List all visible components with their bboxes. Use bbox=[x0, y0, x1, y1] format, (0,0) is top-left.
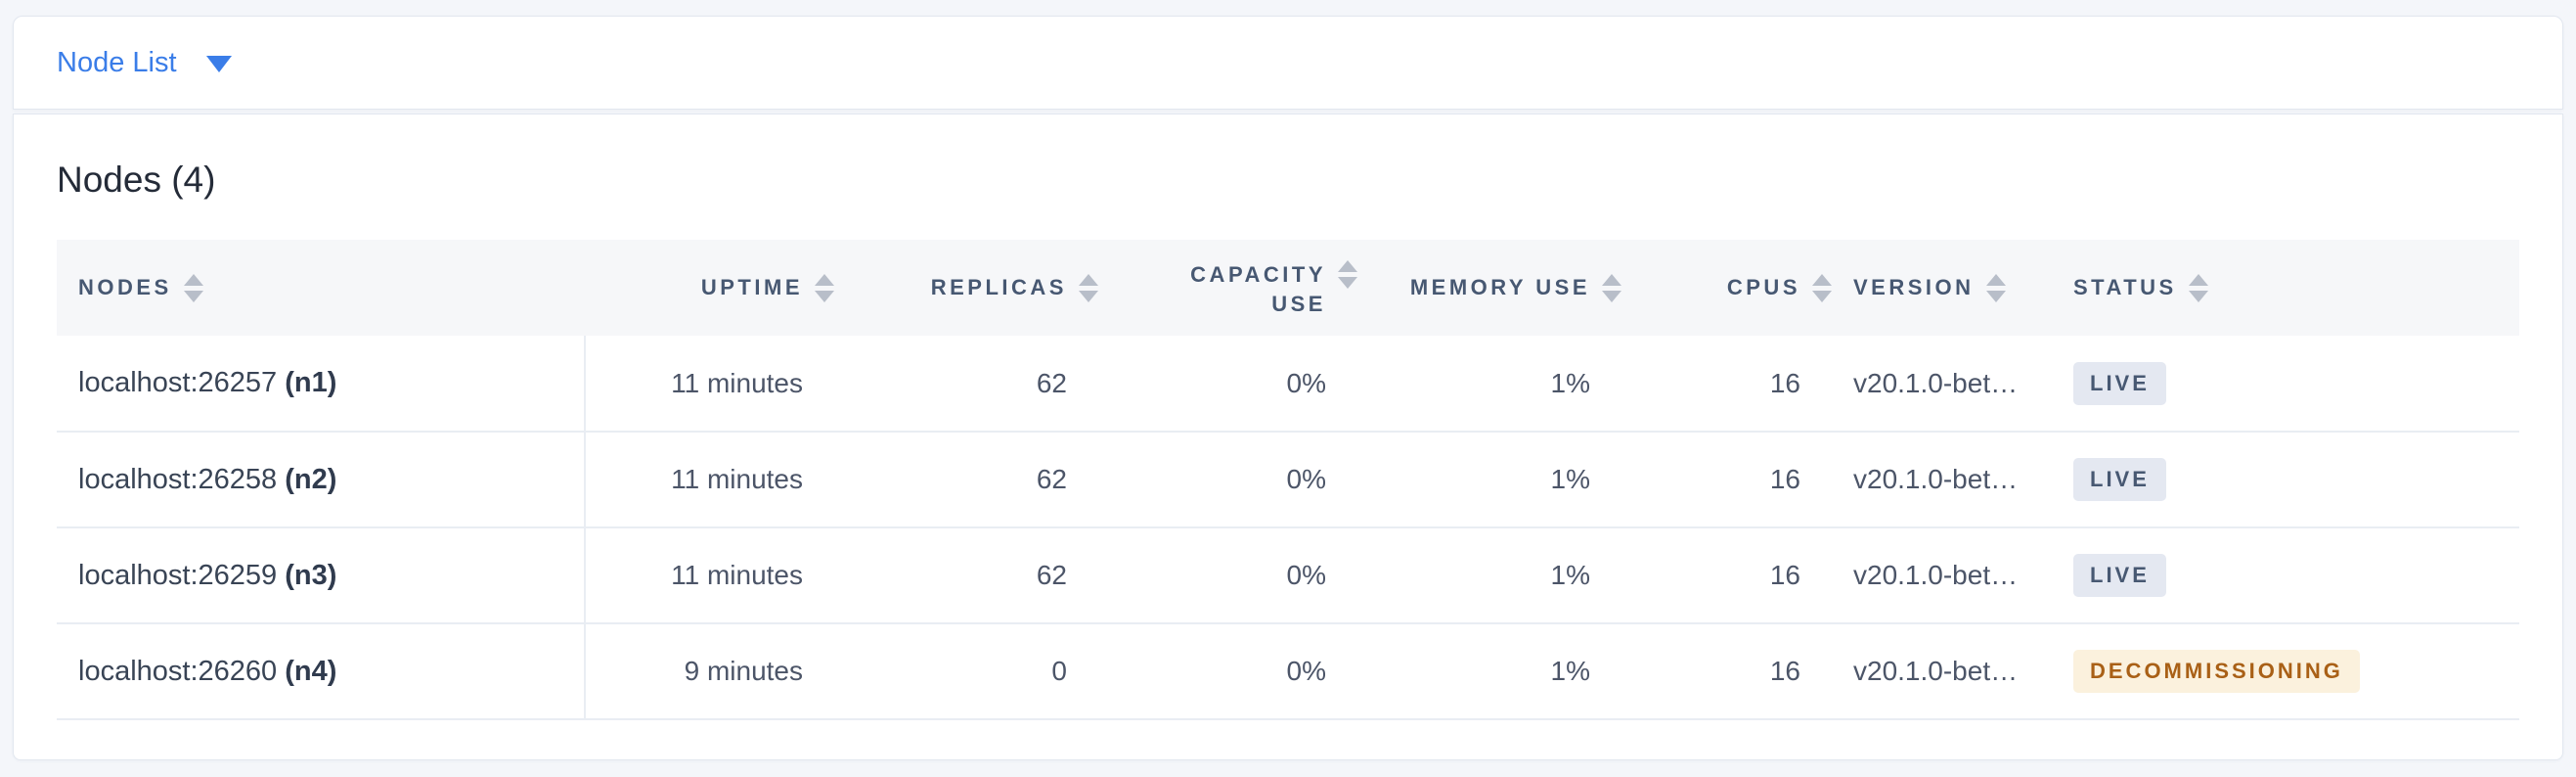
replicas-cell: 62 bbox=[834, 336, 1098, 433]
sort-icon bbox=[1079, 273, 1098, 302]
column-header-label: Nodes bbox=[78, 275, 172, 299]
status-badge: LIVE bbox=[2073, 361, 2166, 405]
nodes-panel: Nodes (4) Nodes Uptime Replicas Capacity Us… bbox=[13, 114, 2563, 760]
replicas-cell: 0 bbox=[834, 623, 1098, 720]
sort-icon bbox=[1338, 260, 1357, 289]
sort-icon bbox=[1602, 273, 1621, 302]
cpus-cell: 16 bbox=[1621, 623, 1832, 720]
node-id: (n2) bbox=[285, 463, 337, 495]
column-header-capacity_use[interactable]: Capacity Use bbox=[1098, 240, 1357, 336]
sort-icon bbox=[815, 273, 834, 302]
view-selector-bar: Node List bbox=[13, 16, 2563, 110]
capacity-use-cell: 0% bbox=[1098, 432, 1357, 528]
node-id: (n3) bbox=[285, 559, 337, 591]
node-cell: localhost:26259 (n3) bbox=[57, 527, 586, 624]
replicas-cell: 62 bbox=[834, 432, 1098, 528]
table-row: localhost:26257 (n1) 11 minutes 62 0% 1% 16 v2… bbox=[57, 336, 2519, 433]
version-cell: v20.1.0-bet… bbox=[1832, 432, 2052, 528]
table-row: localhost:26258 (n2) 11 minutes 62 0% 1% 16 v2… bbox=[57, 432, 2519, 528]
status-cell: LIVE bbox=[2052, 432, 2519, 528]
cpus-cell: 16 bbox=[1621, 432, 1832, 528]
column-header-version[interactable]: Version bbox=[1832, 240, 2052, 336]
node-id: (n1) bbox=[285, 367, 337, 398]
cpus-cell: 16 bbox=[1621, 527, 1832, 624]
node-address-link[interactable]: localhost:26260 bbox=[78, 655, 278, 687]
column-header-label: Status bbox=[2073, 275, 2177, 299]
memory-use-cell: 1% bbox=[1357, 527, 1621, 624]
column-header-label: Memory Use bbox=[1409, 275, 1590, 299]
node-cell: localhost:26258 (n2) bbox=[57, 432, 586, 528]
version-cell: v20.1.0-bet… bbox=[1832, 527, 2052, 624]
node-address-link[interactable]: localhost:26258 bbox=[78, 463, 278, 495]
column-header-status[interactable]: Status bbox=[2052, 240, 2519, 336]
table-header-row: Nodes Uptime Replicas Capacity Use Memory Us… bbox=[57, 240, 2519, 336]
sort-icon bbox=[1985, 273, 2006, 302]
column-header-label: CPUs bbox=[1726, 275, 1800, 299]
uptime-cell: 11 minutes bbox=[585, 527, 834, 624]
memory-use-cell: 1% bbox=[1357, 623, 1621, 720]
node-address-link[interactable]: localhost:26259 bbox=[78, 559, 278, 591]
column-header-replicas[interactable]: Replicas bbox=[834, 240, 1098, 336]
sort-icon bbox=[2188, 273, 2208, 302]
version-cell: v20.1.0-bet… bbox=[1832, 336, 2052, 433]
chevron-down-icon bbox=[205, 56, 232, 72]
status-cell: LIVE bbox=[2052, 527, 2519, 624]
table-row: localhost:26259 (n3) 11 minutes 62 0% 1% 16 v2… bbox=[57, 527, 2519, 624]
page-title: Nodes (4) bbox=[57, 160, 216, 200]
node-list-dropdown[interactable]: Node List bbox=[57, 47, 232, 79]
status-cell: LIVE bbox=[2052, 336, 2519, 433]
node-address-link[interactable]: localhost:26257 bbox=[78, 367, 278, 398]
column-header-nodes[interactable]: Nodes bbox=[57, 240, 585, 336]
version-cell: v20.1.0-bet… bbox=[1832, 623, 2052, 720]
replicas-cell: 62 bbox=[834, 527, 1098, 624]
sort-icon bbox=[1812, 273, 1832, 302]
status-badge: LIVE bbox=[2073, 458, 2166, 501]
uptime-cell: 11 minutes bbox=[585, 432, 834, 528]
status-cell: DECOMMISSIONING bbox=[2052, 623, 2519, 720]
cpus-cell: 16 bbox=[1621, 336, 1832, 433]
capacity-use-cell: 0% bbox=[1098, 527, 1357, 624]
column-header-cpus[interactable]: CPUs bbox=[1621, 240, 1832, 336]
status-badge: DECOMMISSIONING bbox=[2073, 650, 2360, 693]
column-header-memory_use[interactable]: Memory Use bbox=[1357, 240, 1621, 336]
table-row: localhost:26260 (n4) 9 minutes 0 0% 1% 16 v20.… bbox=[57, 623, 2519, 720]
node-list-dropdown-label: Node List bbox=[57, 46, 177, 78]
column-header-label: Capacity Use bbox=[1190, 262, 1326, 316]
status-badge: LIVE bbox=[2073, 554, 2166, 597]
capacity-use-cell: 0% bbox=[1098, 336, 1357, 433]
memory-use-cell: 1% bbox=[1357, 336, 1621, 433]
column-header-uptime[interactable]: Uptime bbox=[585, 240, 834, 336]
capacity-use-cell: 0% bbox=[1098, 623, 1357, 720]
memory-use-cell: 1% bbox=[1357, 432, 1621, 528]
uptime-cell: 11 minutes bbox=[585, 336, 834, 433]
node-cell: localhost:26257 (n1) bbox=[57, 336, 586, 433]
uptime-cell: 9 minutes bbox=[585, 623, 834, 720]
column-header-label: Version bbox=[1853, 275, 1975, 299]
node-table: Nodes Uptime Replicas Capacity Use Memory Us… bbox=[57, 240, 2519, 720]
node-id: (n4) bbox=[285, 655, 337, 687]
column-header-label: Replicas bbox=[930, 275, 1067, 299]
column-header-label: Uptime bbox=[700, 275, 803, 299]
sort-icon bbox=[183, 273, 203, 302]
node-cell: localhost:26260 (n4) bbox=[57, 623, 586, 720]
